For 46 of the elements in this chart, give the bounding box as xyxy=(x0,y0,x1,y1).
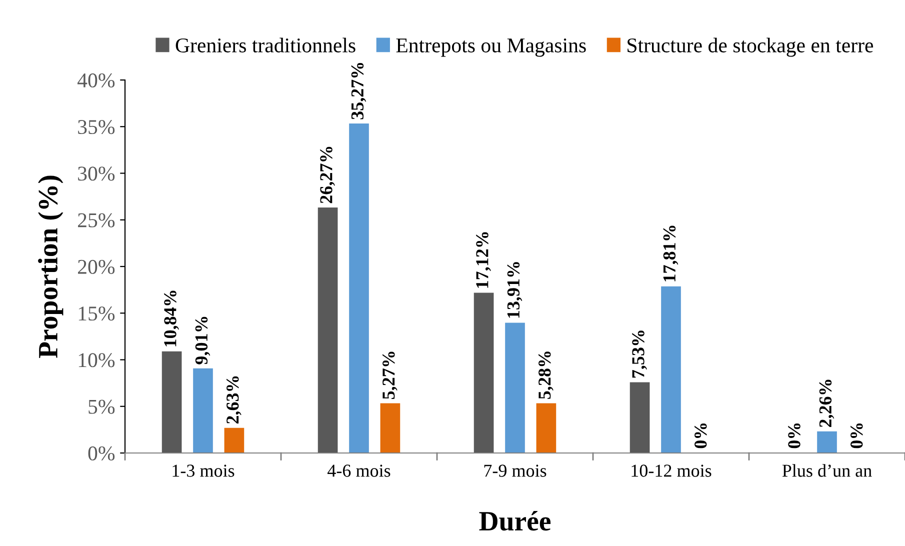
data-label: 2,26% xyxy=(819,380,834,427)
bar xyxy=(349,124,369,453)
bar xyxy=(630,382,650,453)
legend-label: Entrepots ou Magasins xyxy=(396,38,586,57)
bar xyxy=(380,403,400,453)
data-label: 35,27% xyxy=(351,62,366,120)
y-tick-label: 5% xyxy=(88,400,115,414)
legend-label: Greniers traditionnels xyxy=(176,38,356,52)
data-label: 5,28% xyxy=(538,352,554,399)
bar xyxy=(536,403,556,453)
x-tick-label: 10-12 mois xyxy=(632,464,712,477)
bar xyxy=(193,368,213,453)
bar xyxy=(661,286,681,453)
data-label: 7,53% xyxy=(632,330,647,378)
data-label: 0% xyxy=(850,423,863,448)
bar xyxy=(318,207,338,453)
data-label: 13,91% xyxy=(507,262,522,318)
x-tick-label: 4-6 mois xyxy=(328,464,390,477)
y-tick-label: 35% xyxy=(78,120,115,134)
data-label: 9,01% xyxy=(195,316,210,364)
y-axis-title: Proportion (%) xyxy=(38,176,64,358)
data-label: 0% xyxy=(788,423,800,448)
x-tick-label: 7-9 mois xyxy=(484,464,546,477)
data-label: 17,12% xyxy=(476,232,491,288)
bar xyxy=(817,431,837,453)
legend-label: Structure de stockage en terre xyxy=(628,38,874,57)
bar xyxy=(162,351,182,453)
bar xyxy=(224,428,244,453)
y-tick-label: 0% xyxy=(88,446,115,460)
bar xyxy=(505,322,525,453)
x-axis-title: Durée xyxy=(479,511,551,531)
y-tick-label: 15% xyxy=(78,306,115,321)
data-label: 0% xyxy=(694,423,707,448)
data-label: 2,63% xyxy=(226,376,242,424)
y-tick-label: 20% xyxy=(78,260,115,274)
data-label: 17,81% xyxy=(663,226,678,282)
data-label: 10,84% xyxy=(164,290,179,346)
x-tick-label: Plus d’un an xyxy=(782,464,872,477)
y-tick-label: 30% xyxy=(78,166,115,181)
bar xyxy=(474,292,494,453)
y-tick-label: 25% xyxy=(78,213,115,228)
y-tick-label: 10% xyxy=(78,353,115,368)
x-tick-label: 1-3 mois xyxy=(172,464,234,477)
data-label: 26,27% xyxy=(320,146,335,204)
data-label: 5,27% xyxy=(382,352,398,399)
y-tick-label: 40% xyxy=(78,73,115,88)
